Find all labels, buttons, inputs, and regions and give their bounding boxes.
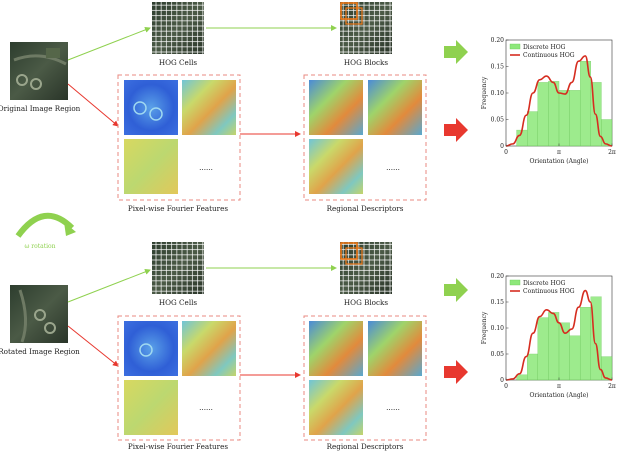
legend-label: Discrete HOG (523, 44, 566, 51)
histogram-bar (579, 307, 592, 381)
fourier-feature-map (124, 139, 178, 194)
hog-histogram-rotated: 0 0.05 0.10 0.15 0.20 0 π 2π Orientation (Angle)… (481, 273, 616, 399)
hog-cells-image (152, 242, 204, 294)
rotation-indicator: ω rotation (15, 212, 76, 250)
y-axis-label: Frequency (481, 76, 488, 109)
block-highlight (345, 7, 363, 25)
y-tick-label: 0.20 (491, 273, 505, 280)
x-tick-label: π (557, 149, 561, 156)
ellipsis: ...... (386, 163, 400, 172)
green-connector (67, 27, 151, 61)
hog-blocks-image (340, 2, 392, 54)
original-region-label: Original Image Region (0, 104, 81, 113)
histogram-bar (537, 82, 549, 147)
histogram-bar (516, 374, 528, 381)
block-highlight (340, 242, 358, 260)
x-axis-label: Orientation (Angle) (529, 158, 588, 165)
rotation-label: ω rotation (24, 243, 55, 250)
fourier-features-box (117, 74, 241, 201)
fourier-feature-map (124, 80, 178, 135)
original-image (10, 42, 68, 100)
fourier-feature-map (124, 380, 178, 435)
fourier-features-box (117, 315, 241, 441)
right-arrow-icon (444, 40, 468, 64)
red-connector (67, 83, 119, 127)
ellipsis: ...... (199, 403, 213, 412)
x-tick-label: 0 (504, 383, 508, 390)
y-tick-label: 0 (500, 377, 504, 384)
histogram-bar (601, 356, 613, 381)
regional-descriptors-label: Regional Descriptors (327, 204, 404, 213)
histogram-bar (527, 111, 539, 147)
descriptor-map (368, 80, 422, 135)
legend-swatch-bar (509, 279, 521, 286)
y-tick-label: 0.15 (491, 299, 505, 306)
block-highlight (345, 247, 363, 265)
legend-label: Continuous HOG (523, 288, 575, 295)
regional-descriptors-box (303, 74, 427, 201)
rotated-region-label: Rotated Image Region (0, 347, 80, 356)
red-connector (67, 325, 119, 367)
x-tick-label: 2π (608, 149, 616, 156)
y-tick-label: 0.05 (491, 351, 505, 358)
y-tick-label: 0.10 (491, 325, 505, 332)
fourier-feature-map (182, 80, 236, 135)
rotated-image (10, 285, 68, 343)
curved-arrow-icon (15, 212, 75, 238)
y-tick-label: 0.15 (491, 64, 505, 71)
x-tick-label: π (557, 383, 561, 390)
y-tick-label: 0.10 (491, 90, 505, 97)
regional-descriptors-box (303, 315, 427, 441)
legend-swatch-bar (509, 43, 521, 50)
legend-label: Continuous HOG (523, 52, 575, 59)
fourier-features-label: Pixel-wise Fourier Features (128, 442, 228, 451)
hog-blocks-image (340, 242, 392, 294)
y-tick-label: 0.05 (491, 117, 505, 124)
continuous-hog-curve (505, 55, 613, 147)
fourier-feature-map (182, 321, 236, 376)
right-arrow-icon (444, 278, 468, 302)
hog-cells-image (152, 2, 204, 54)
hog-cells-label: HOG Cells (159, 58, 198, 67)
descriptor-map (309, 321, 363, 376)
fourier-feature-map (124, 321, 178, 376)
histogram-bar (601, 119, 613, 147)
rotated-row: Rotated Image Region HOG Cells HOG Block… (0, 242, 468, 451)
descriptor-map (368, 321, 422, 376)
hog-blocks-label: HOG Blocks (344, 58, 388, 67)
x-tick-label: 2π (608, 383, 616, 390)
x-axis-label: Orientation (Angle) (529, 392, 588, 399)
green-connector (67, 269, 151, 303)
descriptor-map (309, 380, 363, 435)
histogram-bar (569, 335, 581, 381)
block-highlight (340, 2, 358, 20)
right-arrow-icon (444, 360, 468, 384)
histogram-bar (590, 296, 602, 381)
y-tick-label: 0.20 (491, 37, 505, 44)
hog-blocks-label: HOG Blocks (344, 298, 388, 307)
hog-histogram-original: 0 0.05 0.10 0.15 0.20 0 π 2π Orientation (Angle)… (481, 37, 616, 165)
histogram-bar (569, 90, 581, 147)
y-axis-label: Frequency (481, 311, 488, 344)
histogram-bar (537, 317, 549, 381)
descriptor-map (309, 80, 363, 135)
fourier-features-label: Pixel-wise Fourier Features (128, 204, 228, 213)
descriptor-map (309, 139, 363, 194)
histogram-bar (527, 353, 539, 381)
right-arrow-icon (444, 118, 468, 142)
hog-cells-label: HOG Cells (159, 298, 198, 307)
original-row: Original Image Region HOG Cells HOG Bloc… (0, 2, 468, 213)
y-tick-label: 0 (500, 143, 504, 150)
histogram-bar (558, 90, 570, 147)
legend-label: Discrete HOG (523, 280, 566, 287)
x-tick-label: 0 (504, 149, 508, 156)
continuous-hog-curve (505, 289, 613, 381)
ellipsis: ...... (199, 163, 213, 172)
ellipsis: ...... (386, 403, 400, 412)
regional-descriptors-label: Regional Descriptors (327, 442, 404, 451)
